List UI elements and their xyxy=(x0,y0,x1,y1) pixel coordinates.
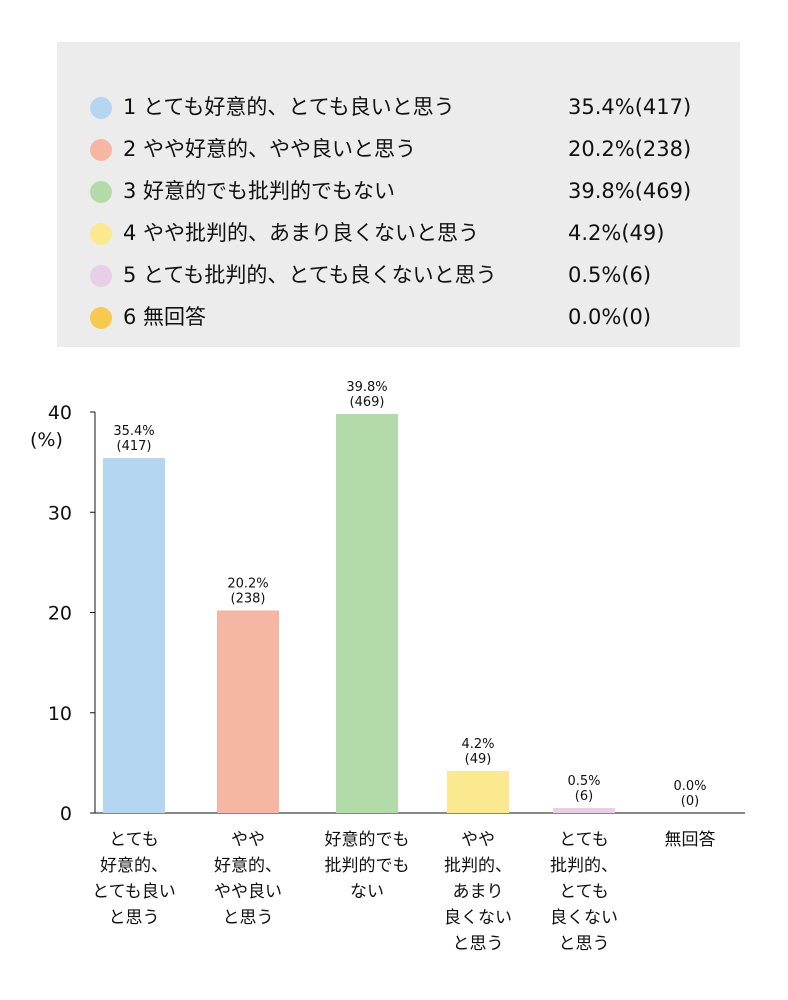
category-label: 好意的、 xyxy=(214,856,282,876)
legend-label: 4 やや批判的、あまり良くないと思う xyxy=(123,221,480,245)
category-label: ない xyxy=(350,882,384,902)
legend-value: 4.2%(49) xyxy=(568,221,665,245)
bar xyxy=(553,807,615,813)
legend-dot-5 xyxy=(90,265,112,287)
y-tick-label: 30 xyxy=(48,502,72,524)
bar xyxy=(217,610,279,813)
data-label: 4.2% xyxy=(461,737,494,752)
category-label: 好意的でも xyxy=(325,830,410,850)
legend-value: 20.2%(238) xyxy=(568,137,692,161)
y-tick-label: 20 xyxy=(48,603,72,625)
legend-item: 1 とても好意的、とても良いと思う 35.4%(417) xyxy=(57,87,740,131)
data-label: (417) xyxy=(117,439,152,454)
legend-item: 6 無回答 0.0%(0) xyxy=(57,297,740,341)
category-label: 良くない xyxy=(550,908,618,928)
legend-label: 6 無回答 xyxy=(123,305,207,329)
category-label: とても xyxy=(109,830,159,850)
data-label: (49) xyxy=(465,752,492,767)
data-label: 35.4% xyxy=(113,424,154,439)
bar xyxy=(336,414,398,813)
legend-dot-1 xyxy=(90,97,112,119)
bar xyxy=(103,458,165,813)
data-label: (238) xyxy=(231,591,266,606)
category-label: やや xyxy=(231,830,265,850)
category-label: とても xyxy=(559,882,609,902)
data-label: (469) xyxy=(350,395,385,410)
data-label: (0) xyxy=(681,794,699,809)
legend-value: 35.4%(417) xyxy=(568,95,692,119)
category-label: やや xyxy=(461,830,495,850)
data-label: 0.5% xyxy=(567,774,600,789)
legend-item: 5 とても批判的、とても良くないと思う 0.5%(6) xyxy=(57,255,740,299)
category-label: あまり xyxy=(453,882,504,902)
category-label: 無回答 xyxy=(665,830,716,850)
y-tick-label: 10 xyxy=(48,703,72,725)
category-label: と思う xyxy=(223,908,274,928)
legend-dot-6 xyxy=(90,307,112,329)
legend-value: 0.5%(6) xyxy=(568,263,652,287)
y-tick-label: 0 xyxy=(60,803,72,825)
legend-item: 4 やや批判的、あまり良くないと思う 4.2%(49) xyxy=(57,213,740,257)
category-label: とても良い xyxy=(92,882,176,902)
legend-dot-2 xyxy=(90,139,112,161)
category-label: と思う xyxy=(453,934,504,954)
category-label: 批判的、 xyxy=(550,856,618,876)
bar xyxy=(447,770,509,813)
legend-value: 0.0%(0) xyxy=(568,305,652,329)
category-label: と思う xyxy=(109,908,160,928)
data-label: 20.2% xyxy=(227,576,268,591)
category-label: 好意的、 xyxy=(100,856,168,876)
category-label: とても xyxy=(559,830,609,850)
data-label: (6) xyxy=(575,789,593,804)
y-axis-unit-label: (%) xyxy=(30,429,63,451)
category-label: やや良い xyxy=(214,882,282,902)
category-label: 批判的でも xyxy=(325,856,410,876)
y-tick-label: 40 xyxy=(48,402,72,424)
legend: 1 とても好意的、とても良いと思う 35.4%(417) 2 やや好意的、やや良… xyxy=(57,42,740,347)
data-label: 39.8% xyxy=(346,380,387,395)
legend-item: 2 やや好意的、やや良いと思う 20.2%(238) xyxy=(57,129,740,173)
legend-label: 3 好意的でも批判的でもない xyxy=(123,179,396,203)
legend-dot-4 xyxy=(90,223,112,245)
legend-label: 2 やや好意的、やや良いと思う xyxy=(123,137,417,161)
data-label: 0.0% xyxy=(673,779,706,794)
legend-item: 3 好意的でも批判的でもない 39.8%(469) xyxy=(57,171,740,215)
legend-label: 5 とても批判的、とても良くないと思う xyxy=(123,263,497,287)
category-label: と思う xyxy=(559,934,610,954)
legend-dot-3 xyxy=(90,181,112,203)
legend-label: 1 とても好意的、とても良いと思う xyxy=(123,95,455,119)
category-label: 批判的、 xyxy=(444,856,512,876)
category-label: 良くない xyxy=(444,908,512,928)
legend-value: 39.8%(469) xyxy=(568,179,692,203)
